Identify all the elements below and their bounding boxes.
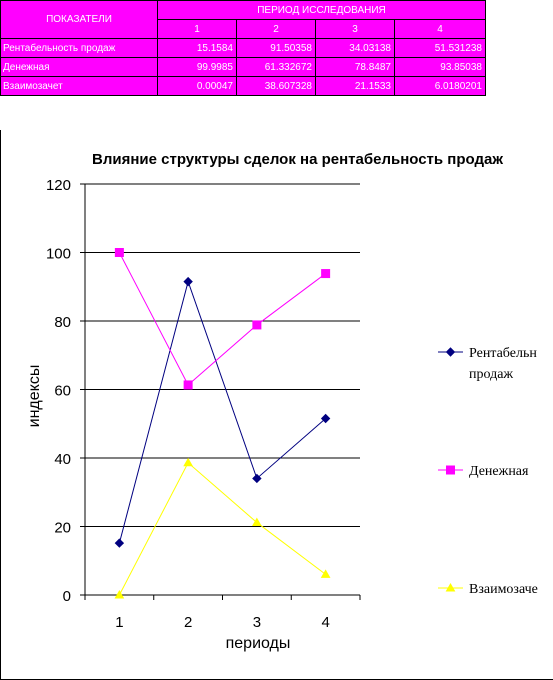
legend-label: Рентабельн bbox=[469, 346, 537, 361]
series-line bbox=[118, 252, 326, 386]
legend-label: Денежная bbox=[469, 464, 529, 479]
data-point bbox=[183, 276, 193, 287]
period-header: 3 bbox=[315, 19, 395, 39]
table-row: Взаимозачет 0.00047 38.607328 21.1533 6.… bbox=[0, 76, 486, 96]
table-row: Рентабельность продаж 15.1584 91.50358 3… bbox=[0, 38, 486, 58]
table-cell: 78.8487 bbox=[315, 57, 395, 77]
data-point bbox=[183, 457, 193, 467]
table-cell: 15.1584 bbox=[157, 38, 237, 58]
y-tick-label: 0 bbox=[63, 588, 71, 605]
y-tick-label: 80 bbox=[54, 314, 71, 331]
table-cell: 6.0180201 bbox=[394, 76, 486, 96]
table-cell: 93.85038 bbox=[394, 57, 486, 77]
legend-marker bbox=[445, 582, 456, 592]
chart-title: Влияние структуры сделок на рентабельнос… bbox=[92, 151, 503, 168]
y-axis-label: индексы bbox=[26, 365, 43, 428]
table-header-label: ПОКАЗАТЕЛИ bbox=[0, 0, 158, 39]
table-periods-row: 1 2 3 4 bbox=[1, 19, 486, 39]
row-label: Денежная bbox=[0, 57, 158, 77]
legend-marker bbox=[446, 465, 455, 475]
y-tick-label: 60 bbox=[54, 383, 71, 400]
data-point bbox=[320, 569, 331, 578]
period-header: 4 bbox=[394, 19, 486, 39]
table-cell: 99.9985 bbox=[157, 57, 237, 77]
y-tick-label: 20 bbox=[54, 520, 71, 537]
data-point bbox=[114, 538, 125, 548]
x-tick-label: 4 bbox=[321, 614, 329, 631]
period-header: 2 bbox=[236, 19, 316, 39]
data-point bbox=[183, 380, 193, 390]
data-point bbox=[252, 517, 262, 527]
data-point bbox=[114, 589, 125, 599]
table-cell: 21.1533 bbox=[315, 76, 395, 96]
data-point bbox=[320, 413, 331, 424]
data-point bbox=[321, 269, 331, 279]
legend-marker bbox=[445, 347, 456, 357]
period-header: 1 bbox=[157, 19, 237, 39]
row-label: Взаимозачет bbox=[0, 76, 158, 96]
data-series bbox=[114, 248, 331, 599]
x-tick-label: 1 bbox=[115, 614, 123, 631]
table-cell: 38.607328 bbox=[236, 76, 316, 96]
table-cell: 51.531238 bbox=[394, 38, 486, 58]
table-cell: 34.03138 bbox=[315, 38, 395, 58]
legend-label: Взаимозаче bbox=[469, 582, 538, 597]
data-point bbox=[252, 320, 262, 330]
series-line bbox=[118, 461, 326, 596]
x-axis-label: периоды bbox=[226, 635, 291, 652]
y-tick-label: 100 bbox=[46, 246, 71, 263]
axes bbox=[80, 183, 361, 600]
table-cell: 61.332672 bbox=[236, 57, 316, 77]
table-header-group: ПЕРИОД ИССЛЕДОВАНИЯ bbox=[157, 0, 486, 20]
legend-label: продаж bbox=[469, 367, 513, 382]
data-point bbox=[252, 473, 262, 484]
series-line bbox=[118, 279, 326, 544]
y-tick-label: 40 bbox=[54, 451, 71, 468]
data-point bbox=[114, 248, 124, 257]
line-chart: Влияние структуры сделок на рентабельнос… bbox=[26, 151, 538, 652]
legend: Рентабельн продаж Денежная Взаимозаче bbox=[438, 346, 538, 597]
table-row: Денежная 99.9985 61.332672 78.8487 93.85… bbox=[0, 57, 486, 77]
x-tick-label: 2 bbox=[184, 614, 192, 631]
row-label: Рентабельность продаж bbox=[0, 38, 158, 58]
table-header-row: ПОКАЗАТЕЛИ ПЕРИОД ИССЛЕДОВАНИЯ bbox=[0, 0, 486, 39]
gridlines bbox=[85, 183, 360, 527]
x-tick-label: 3 bbox=[253, 614, 261, 631]
table-cell: 0.00047 bbox=[157, 76, 237, 96]
tick-labels: 0 20 40 60 80 100 120 1 2 3 4 bbox=[46, 177, 330, 631]
data-table: ПОКАЗАТЕЛИ ПЕРИОД ИССЛЕДОВАНИЯ 1 2 3 4 Р… bbox=[0, 0, 486, 96]
y-tick-label: 120 bbox=[46, 177, 71, 194]
table-cell: 91.50358 bbox=[236, 38, 316, 58]
